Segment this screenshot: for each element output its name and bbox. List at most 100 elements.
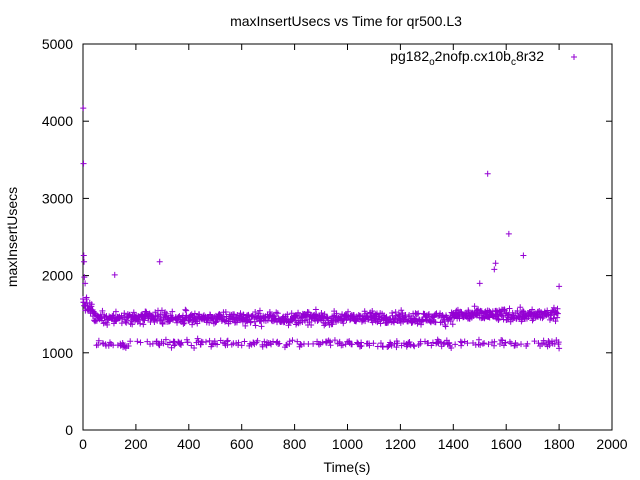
data-point: [222, 308, 229, 315]
data-point: [502, 339, 509, 346]
data-point: [464, 340, 471, 347]
data-point: [555, 339, 562, 346]
data-point: [208, 341, 215, 348]
data-point: [552, 318, 559, 325]
legend-label: pg182o2nofp.cx10bc8r32: [390, 48, 544, 68]
data-point: [339, 342, 346, 349]
data-point: [252, 322, 259, 329]
data-point: [477, 342, 484, 349]
data-point: [446, 339, 453, 346]
data-point-outlier: [491, 266, 498, 273]
legend-label-subscript: o: [429, 57, 435, 68]
data-point: [361, 308, 368, 315]
data-point: [411, 343, 418, 350]
x-tick-label: 400: [177, 436, 201, 452]
data-point: [495, 316, 502, 323]
data-point: [544, 307, 551, 314]
data-point: [95, 337, 102, 344]
data-point: [95, 341, 102, 348]
data-point: [129, 321, 136, 328]
data-point: [130, 309, 137, 316]
legend-marker-symbol: [571, 54, 577, 60]
x-tick-label: 0: [79, 436, 87, 452]
data-point: [238, 342, 245, 349]
data-point: [322, 320, 329, 327]
data-point: [189, 321, 196, 328]
data-point-outlier: [556, 283, 563, 290]
data-point: [169, 308, 176, 315]
data-point: [406, 341, 413, 348]
data-point: [449, 321, 456, 328]
data-point-outlier: [505, 230, 512, 237]
data-point: [158, 307, 165, 314]
x-tick-label: 2000: [596, 436, 627, 452]
data-point: [231, 311, 238, 318]
data-point: [100, 320, 107, 327]
legend-label-part: 2nofp.cx10b: [435, 48, 511, 64]
data-point: [331, 337, 338, 344]
x-tick-label: 200: [124, 436, 148, 452]
data-point: [556, 345, 563, 352]
data-point: [83, 294, 90, 301]
y-axis: 0 1000 2000 3000 4000 5000: [42, 36, 612, 438]
data-point: [456, 315, 463, 322]
data-point: [448, 344, 455, 351]
data-point-outlier: [81, 274, 88, 281]
data-point: [149, 340, 156, 347]
y-axis-label: maxInsertUsecs: [4, 187, 20, 287]
data-point: [188, 342, 195, 349]
data-point: [233, 319, 240, 326]
data-point: [398, 307, 405, 314]
data-point: [475, 336, 482, 343]
data-point: [554, 310, 561, 317]
data-point: [524, 340, 531, 347]
data-point: [498, 312, 505, 319]
data-point: [273, 309, 280, 316]
data-point: [235, 339, 242, 346]
data-point: [99, 307, 106, 314]
x-tick-label: 800: [283, 436, 307, 452]
data-point: [321, 322, 328, 329]
data-point-outlier: [80, 252, 87, 259]
data-point: [531, 338, 538, 345]
data-point: [370, 340, 377, 347]
x-tick-label: 1400: [438, 436, 469, 452]
data-point-outlier: [484, 170, 491, 177]
y-tick-label: 0: [65, 422, 73, 438]
data-point: [104, 321, 111, 328]
data-point: [327, 342, 334, 349]
x-tick-label: 1000: [332, 436, 363, 452]
data-point: [369, 308, 376, 315]
data-point: [458, 309, 465, 316]
legend-label-part: pg182: [390, 48, 429, 64]
data-point: [442, 323, 449, 330]
data-point: [546, 342, 553, 349]
data-point: [284, 311, 291, 318]
data-point: [420, 318, 427, 325]
data-point: [214, 341, 221, 348]
legend-marker: [571, 54, 577, 60]
data-point: [518, 341, 525, 348]
data-point: [298, 341, 305, 348]
data-point: [127, 338, 134, 345]
data-point: [276, 340, 283, 347]
plot-area-frame: [82, 43, 613, 431]
data-point: [163, 310, 170, 317]
data-point: [517, 304, 524, 311]
data-point: [212, 319, 219, 326]
data-point: [348, 341, 355, 348]
data-point: [295, 309, 302, 316]
data-point: [160, 340, 167, 347]
data-point: [252, 308, 259, 315]
data-point: [415, 310, 422, 317]
data-point-outlier: [156, 258, 163, 265]
data-point: [202, 338, 209, 345]
data-point: [458, 342, 465, 349]
data-point: [529, 306, 536, 313]
data-point: [481, 340, 488, 347]
data-point: [191, 344, 198, 351]
data-point: [414, 310, 421, 317]
data-point-outlier: [476, 280, 483, 287]
data-point: [406, 312, 413, 319]
